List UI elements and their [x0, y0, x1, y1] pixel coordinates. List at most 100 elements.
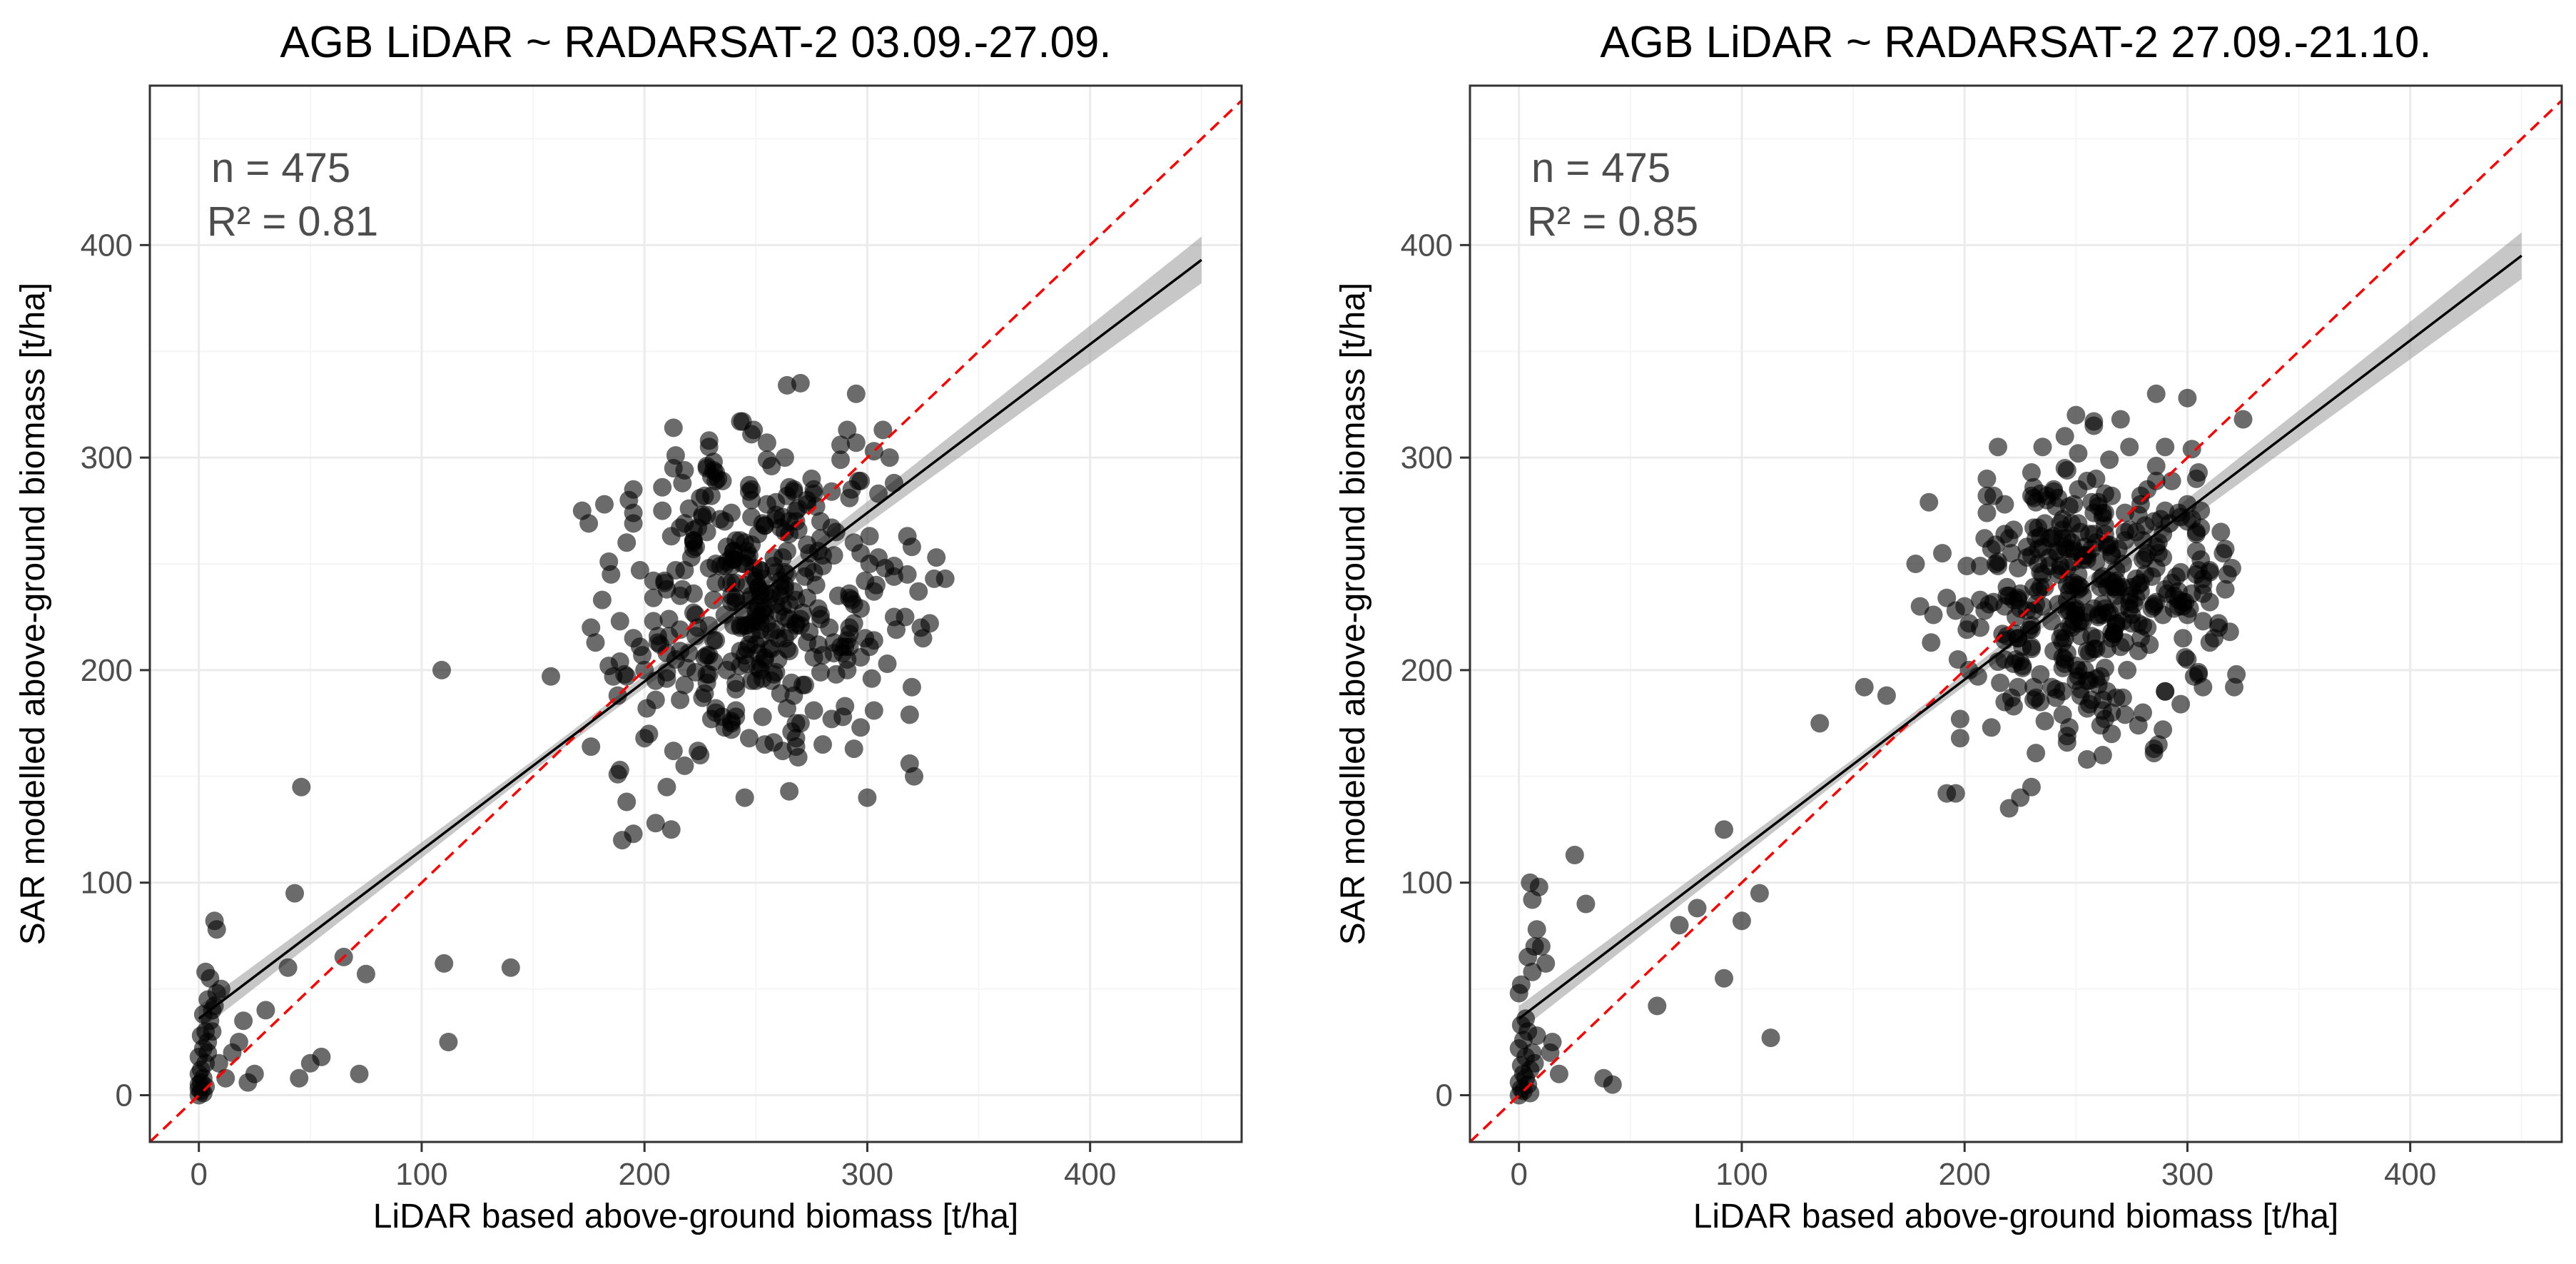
data-point	[196, 962, 215, 981]
y-tick-label: 300	[81, 440, 133, 475]
data-point	[624, 629, 643, 648]
data-point	[2120, 438, 2139, 457]
data-point	[2154, 720, 2173, 739]
data-point	[1543, 1033, 1562, 1051]
grid	[1470, 86, 2562, 1142]
data-point	[1732, 911, 1751, 931]
data-point	[833, 707, 853, 727]
data-point	[203, 1022, 222, 1041]
data-point	[935, 569, 955, 588]
data-point	[1536, 954, 1556, 973]
data-point	[2013, 657, 2032, 675]
data-point	[2093, 690, 2112, 709]
data-point	[846, 384, 866, 403]
data-point	[836, 637, 855, 657]
data-point	[693, 688, 712, 707]
data-point	[1986, 555, 2005, 573]
data-point	[858, 788, 877, 807]
data-point	[804, 701, 823, 720]
data-point	[639, 724, 659, 744]
data-point	[757, 433, 776, 452]
data-point	[2194, 612, 2213, 631]
data-point	[2069, 580, 2088, 599]
data-point	[671, 690, 690, 709]
data-point	[735, 788, 754, 807]
data-point	[1977, 469, 1997, 488]
data-point	[800, 544, 819, 563]
data-point	[582, 618, 601, 637]
annotation-n: n = 475	[1531, 145, 1670, 191]
data-point	[2211, 522, 2231, 542]
data-point	[848, 471, 868, 490]
data-point	[2146, 537, 2166, 557]
data-point	[2077, 642, 2096, 661]
data-point	[1877, 686, 1896, 705]
data-point	[1946, 784, 1965, 803]
data-point	[2022, 637, 2041, 657]
data-point	[735, 646, 754, 665]
data-point	[610, 760, 629, 779]
data-point	[1971, 557, 1989, 575]
data-point	[831, 450, 850, 470]
data-point	[2138, 618, 2157, 637]
data-point	[775, 448, 794, 467]
data-point	[1531, 937, 1551, 956]
data-point	[697, 522, 716, 542]
x-axis-label: LiDAR based above-ground biomass [t/ha]	[1693, 1198, 2339, 1235]
data-point	[2069, 444, 2088, 463]
data-point	[630, 561, 649, 580]
data-point	[2186, 469, 2206, 488]
panel-border	[1469, 84, 2563, 1143]
data-point	[657, 580, 676, 599]
data-point	[432, 660, 451, 679]
data-point	[1527, 1026, 1546, 1046]
data-point	[751, 605, 770, 625]
data-point	[878, 654, 897, 673]
data-point	[2218, 565, 2237, 584]
data-point	[786, 714, 806, 733]
data-point	[864, 701, 883, 720]
data-point	[2069, 480, 2088, 499]
identity-line	[1470, 99, 2562, 1142]
data-point	[2086, 669, 2106, 688]
data-point	[808, 635, 828, 654]
data-point	[1670, 916, 1689, 935]
data-point	[599, 552, 619, 571]
data-point	[769, 603, 788, 622]
data-point	[2171, 694, 2191, 714]
data-point	[1525, 1053, 1544, 1073]
data-point	[2002, 544, 2021, 563]
data-point	[813, 557, 832, 575]
data-point	[2053, 705, 2072, 724]
data-point	[290, 1068, 309, 1088]
data-point	[762, 639, 781, 659]
data-point	[802, 469, 821, 488]
data-point	[2178, 605, 2197, 625]
data-point	[2059, 497, 2079, 516]
data-point	[778, 639, 796, 659]
data-point	[356, 964, 375, 984]
data-point	[2084, 412, 2104, 431]
data-point	[2126, 569, 2146, 588]
data-point	[2051, 514, 2070, 533]
data-point	[2091, 716, 2110, 735]
data-point	[1995, 525, 2014, 544]
data-point	[1527, 920, 1546, 939]
data-point	[2156, 682, 2175, 701]
data-point	[2144, 512, 2164, 531]
data-point	[864, 582, 883, 601]
data-point	[813, 735, 832, 754]
data-point	[595, 495, 614, 514]
x-tick-label: 400	[1064, 1157, 1116, 1192]
data-point	[675, 756, 694, 775]
data-point	[582, 737, 601, 757]
data-point	[826, 522, 846, 542]
data-point	[2144, 744, 2164, 763]
y-tick-label: 400	[1401, 228, 1453, 263]
data-point	[1957, 557, 1977, 575]
data-point	[873, 420, 893, 440]
data-point	[1995, 692, 2014, 712]
data-point	[610, 612, 629, 631]
data-point	[312, 1047, 331, 1066]
data-point	[1997, 577, 2017, 597]
